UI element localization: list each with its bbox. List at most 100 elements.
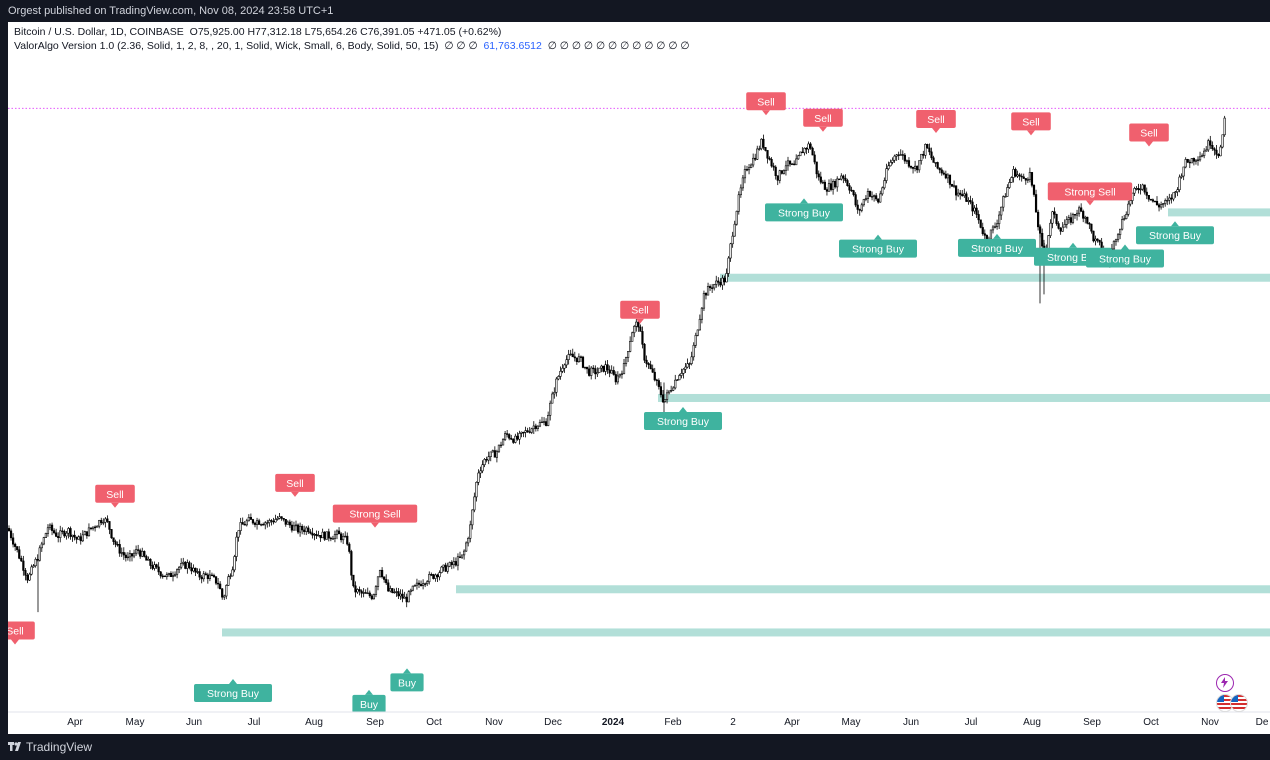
support-zone[interactable] bbox=[658, 393, 1270, 402]
candle[interactable] bbox=[1094, 235, 1097, 246]
candle[interactable] bbox=[836, 176, 839, 192]
candle[interactable] bbox=[588, 365, 591, 377]
candle[interactable] bbox=[469, 520, 472, 543]
candle[interactable] bbox=[28, 572, 31, 582]
candle[interactable] bbox=[223, 594, 226, 601]
candle[interactable] bbox=[376, 576, 380, 591]
candle[interactable] bbox=[362, 588, 365, 598]
candle[interactable] bbox=[75, 536, 78, 544]
candle[interactable] bbox=[1178, 174, 1181, 193]
candle[interactable] bbox=[217, 577, 220, 589]
candle[interactable] bbox=[624, 356, 628, 367]
candle[interactable] bbox=[879, 190, 882, 203]
candle[interactable] bbox=[18, 546, 21, 560]
sell-signal-label[interactable]: Strong Sell bbox=[1047, 182, 1133, 206]
candle[interactable] bbox=[350, 549, 353, 581]
candle[interactable] bbox=[188, 560, 191, 570]
candle[interactable] bbox=[813, 151, 816, 165]
candle[interactable] bbox=[616, 371, 619, 385]
candle[interactable] bbox=[313, 533, 316, 541]
candle[interactable] bbox=[1211, 141, 1214, 151]
candle[interactable] bbox=[227, 574, 230, 586]
candle[interactable] bbox=[1180, 173, 1183, 179]
candle[interactable] bbox=[799, 151, 802, 157]
candle[interactable] bbox=[542, 417, 546, 426]
candle[interactable] bbox=[754, 153, 757, 161]
candle[interactable] bbox=[280, 516, 283, 521]
candle[interactable] bbox=[258, 518, 261, 525]
candle[interactable] bbox=[1219, 144, 1222, 157]
candle[interactable] bbox=[594, 365, 597, 380]
candle[interactable] bbox=[698, 314, 701, 331]
candle[interactable] bbox=[823, 179, 826, 190]
candle[interactable] bbox=[713, 283, 716, 291]
candle[interactable] bbox=[1184, 157, 1187, 169]
candle[interactable] bbox=[547, 411, 550, 427]
candle[interactable] bbox=[475, 481, 478, 502]
candle[interactable] bbox=[631, 331, 634, 342]
candle[interactable] bbox=[875, 193, 878, 201]
price-chart[interactable]: Sell Sell Sell Strong Sell Sell Sell Sell Sell S… bbox=[8, 22, 1270, 734]
candle[interactable] bbox=[100, 517, 103, 525]
candle[interactable] bbox=[938, 167, 941, 174]
candle[interactable] bbox=[667, 390, 671, 395]
candle[interactable] bbox=[1207, 138, 1210, 152]
candle[interactable] bbox=[298, 522, 302, 537]
candle[interactable] bbox=[1196, 156, 1200, 166]
candle[interactable] bbox=[991, 225, 995, 234]
candle[interactable] bbox=[944, 170, 947, 180]
candle[interactable] bbox=[1000, 206, 1003, 220]
candle[interactable] bbox=[276, 515, 279, 521]
candle[interactable] bbox=[963, 188, 966, 198]
candle[interactable] bbox=[212, 573, 216, 578]
candle[interactable] bbox=[614, 371, 617, 385]
candle[interactable] bbox=[696, 329, 699, 337]
candle[interactable] bbox=[415, 578, 419, 590]
candle[interactable] bbox=[506, 429, 509, 438]
candle[interactable] bbox=[540, 416, 544, 424]
candle[interactable] bbox=[77, 535, 80, 540]
candle[interactable] bbox=[797, 154, 800, 160]
sell-signal-label[interactable]: Sell bbox=[1129, 123, 1169, 147]
candle[interactable] bbox=[569, 349, 572, 356]
candle[interactable] bbox=[585, 366, 589, 374]
candle[interactable] bbox=[655, 378, 658, 386]
candle[interactable] bbox=[1037, 209, 1040, 231]
candle[interactable] bbox=[163, 575, 166, 578]
candle[interactable] bbox=[247, 514, 250, 522]
candle[interactable] bbox=[1151, 198, 1154, 203]
candle[interactable] bbox=[1143, 184, 1146, 195]
symbol-name[interactable]: Bitcoin / U.S. Dollar, 1D, COINBASE bbox=[14, 26, 184, 38]
candle[interactable] bbox=[403, 591, 406, 599]
candle[interactable] bbox=[1075, 209, 1079, 221]
candle[interactable] bbox=[1147, 194, 1150, 202]
candle[interactable] bbox=[1063, 219, 1066, 228]
candle[interactable] bbox=[450, 560, 453, 570]
candle[interactable] bbox=[1026, 177, 1029, 184]
candle[interactable] bbox=[922, 150, 925, 159]
candle[interactable] bbox=[946, 173, 949, 183]
candle[interactable] bbox=[124, 552, 127, 562]
candle[interactable] bbox=[186, 559, 189, 574]
candle[interactable] bbox=[1082, 209, 1085, 223]
candle[interactable] bbox=[383, 576, 386, 583]
candle[interactable] bbox=[126, 552, 129, 561]
candle[interactable] bbox=[1174, 191, 1177, 198]
candle[interactable] bbox=[895, 153, 898, 161]
candle[interactable] bbox=[670, 385, 673, 393]
candle[interactable] bbox=[557, 375, 560, 381]
candle[interactable] bbox=[901, 150, 904, 160]
candle[interactable] bbox=[372, 593, 376, 600]
candle[interactable] bbox=[846, 178, 849, 187]
candle[interactable] bbox=[159, 571, 162, 579]
candle[interactable] bbox=[161, 573, 164, 579]
candle[interactable] bbox=[620, 370, 624, 379]
candle[interactable] bbox=[608, 365, 611, 378]
candle[interactable] bbox=[678, 373, 681, 381]
candle[interactable] bbox=[26, 572, 29, 584]
candle[interactable] bbox=[1116, 232, 1120, 243]
candle[interactable] bbox=[575, 357, 578, 365]
candle[interactable] bbox=[639, 324, 642, 332]
candle[interactable] bbox=[112, 537, 115, 545]
candle[interactable] bbox=[331, 535, 335, 540]
